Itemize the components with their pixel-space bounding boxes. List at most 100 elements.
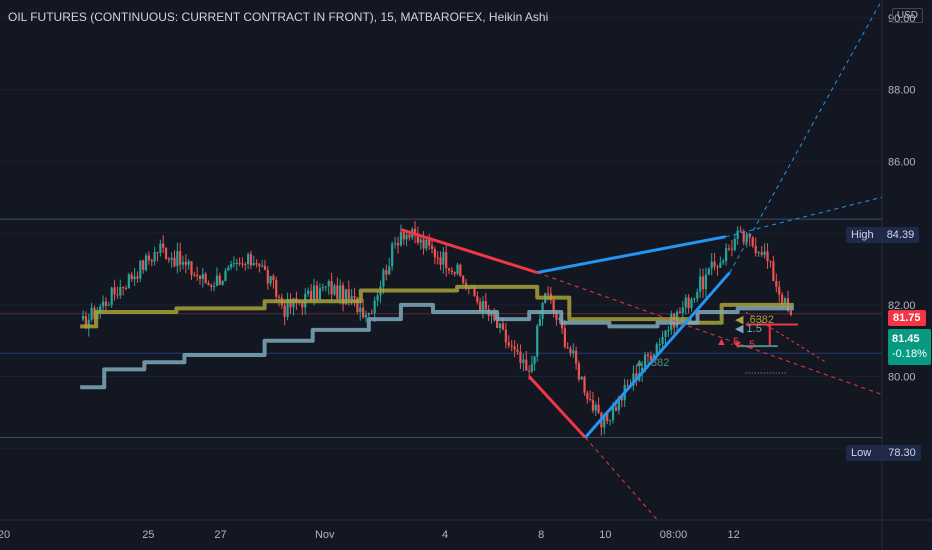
candle-body [603,413,606,428]
candle-body [766,251,769,262]
candle-body [733,239,736,250]
candle-body [258,264,261,267]
candle-body [589,398,592,400]
y-tick-label-2: 82.00 [888,300,916,312]
candle-body [678,311,682,313]
candle-body [235,262,238,264]
candle-body [312,285,316,301]
candle-body [193,274,196,276]
candle-body [597,404,600,413]
candle-body [476,296,479,303]
candle-body [681,307,684,313]
candle-body [142,260,145,270]
candle-body [181,261,185,265]
candle-body [159,243,162,253]
x-tick-label-7: 08:00 [660,529,688,541]
candle-body [536,325,539,357]
y-tick-label-6: 90.00 [888,13,916,25]
candle-body [490,312,493,316]
x-tick-label-2: 27 [214,529,226,541]
candle-body [213,285,216,287]
candle-body [339,285,342,300]
candle-body [614,407,618,411]
candle-body [552,299,555,312]
candle-body [775,281,778,287]
candle-body [519,351,522,363]
candle-body [530,364,533,372]
candle-body [704,274,708,290]
candle-body [413,228,417,236]
candle-body [742,230,745,243]
candle-body [107,304,110,306]
candle-body [555,311,558,320]
candle-body [81,315,85,320]
candle-body [227,267,230,271]
candle-body [754,245,757,254]
candle-body [122,286,125,289]
candle-body [399,232,403,246]
candle-body [139,260,142,279]
candle-body [261,265,264,267]
candle-body [207,282,210,286]
candle-body [538,319,541,326]
candle-body [484,301,487,310]
candle-body [376,295,379,301]
candle-body [479,302,482,312]
candle-body [772,261,775,282]
candle-body [405,234,408,240]
candle-body [353,296,356,298]
candle-body [632,373,635,386]
candle-body [566,347,569,349]
candle-body [218,275,221,285]
candle-body [425,239,428,249]
candle-body [416,235,419,243]
candle-body [591,399,595,411]
candle-body [344,289,348,305]
candle-body [546,293,550,295]
candle-body [364,315,368,318]
candle-body [611,407,615,421]
candle-body [575,350,578,364]
high-value: 84.39 [886,229,915,241]
candle-body [391,243,394,267]
pattern-line-red-bottom [528,375,587,439]
candle-body [664,330,667,337]
candle-body [778,286,781,295]
candle-body [249,254,253,266]
candle-body [707,268,710,275]
y-tick-label-5: 88.00 [888,85,916,97]
candle-body [84,315,88,329]
candle-body [130,274,133,280]
candle-body [789,310,792,315]
candle-body [722,261,725,263]
chart-title: OIL FUTURES (CONTINUOUS: CURRENT CONTRAC… [8,10,549,24]
candle-body [716,266,719,268]
candle-body [667,330,670,332]
candle-body [90,307,93,320]
candle-body [736,230,739,240]
x-tick-label-3: Nov [315,529,335,541]
candle-body [649,356,653,361]
currency-badge[interactable]: USD [891,8,923,23]
last-price-tag: 81.75 [888,310,926,326]
candle-body [275,280,278,297]
candle-body [730,248,733,250]
candle-body [617,396,620,411]
candle-body [757,252,760,254]
candle-body [580,376,583,380]
candle-body [496,320,499,328]
candle-body [179,251,182,265]
candle-body [359,307,362,313]
candle-body [224,270,227,281]
candle-body [493,312,496,321]
candle-body [269,276,272,284]
candle-body [687,297,690,309]
candle-body [315,285,319,300]
pattern-line-red-top [400,228,538,274]
candle-body [516,349,519,352]
candle-body [569,348,572,354]
candle-body [586,392,589,399]
x-tick-label-4: 4 [442,529,448,541]
candle-body [459,264,462,277]
